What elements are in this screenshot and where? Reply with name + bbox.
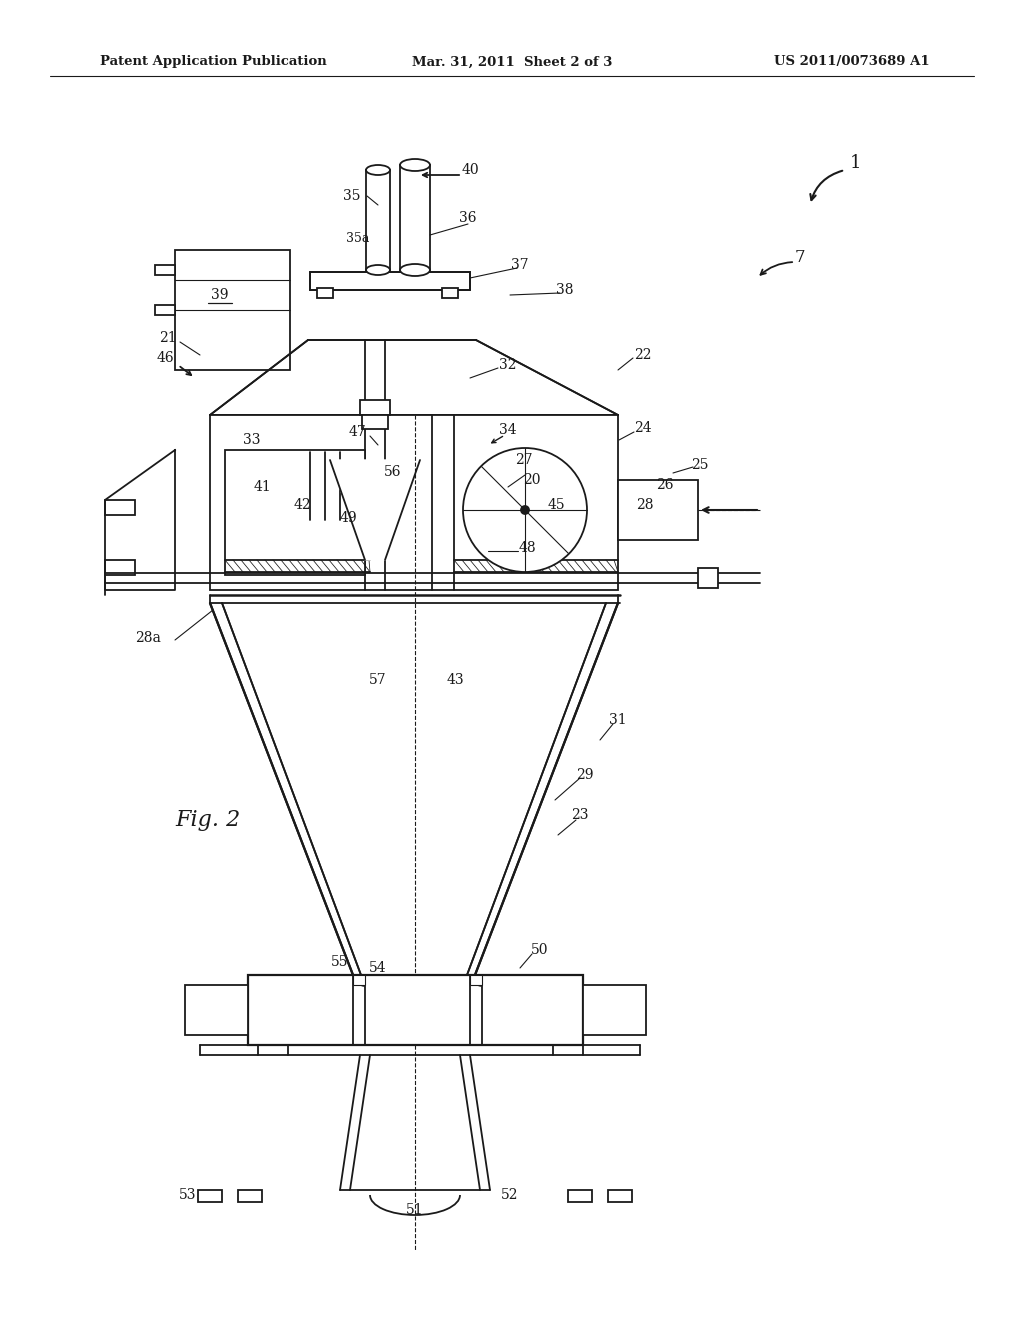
Bar	[185, 985, 248, 1035]
Text: 42: 42	[293, 498, 311, 512]
Text: 43: 43	[446, 673, 464, 686]
Ellipse shape	[400, 264, 430, 276]
Bar	[698, 568, 718, 587]
Text: 56: 56	[384, 465, 401, 479]
Bar	[198, 1191, 222, 1203]
Text: 21: 21	[159, 331, 177, 345]
Text: 40: 40	[461, 162, 479, 177]
Text: 24: 24	[634, 421, 652, 436]
Bar	[105, 560, 135, 576]
Ellipse shape	[366, 165, 390, 176]
Bar	[238, 1191, 262, 1203]
Ellipse shape	[366, 265, 390, 275]
Bar	[470, 975, 482, 985]
Bar	[225, 450, 365, 576]
Bar	[568, 1191, 592, 1203]
Text: 1: 1	[849, 154, 861, 172]
Bar	[360, 400, 390, 414]
Text: 23: 23	[571, 808, 589, 822]
Text: 48: 48	[518, 541, 536, 554]
Text: 54: 54	[370, 961, 387, 975]
Bar	[155, 265, 175, 275]
Text: Mar. 31, 2011  Sheet 2 of 3: Mar. 31, 2011 Sheet 2 of 3	[412, 55, 612, 69]
Bar	[310, 272, 470, 290]
Text: 34: 34	[499, 422, 517, 437]
Text: US 2011/0073689 A1: US 2011/0073689 A1	[774, 55, 930, 69]
Text: 37: 37	[511, 257, 528, 272]
Text: 50: 50	[531, 942, 549, 957]
Text: Fig. 2: Fig. 2	[175, 809, 241, 832]
Text: 26: 26	[656, 478, 674, 492]
Bar	[353, 975, 365, 985]
Text: 25: 25	[691, 458, 709, 473]
Text: 53: 53	[179, 1188, 197, 1203]
Text: 38: 38	[556, 282, 573, 297]
Bar	[583, 985, 646, 1035]
Text: 51: 51	[407, 1203, 424, 1217]
Text: 35: 35	[343, 189, 360, 203]
Text: 31: 31	[609, 713, 627, 727]
Bar	[105, 500, 135, 515]
Bar	[317, 288, 333, 298]
Text: 36: 36	[459, 211, 477, 224]
Text: 33: 33	[244, 433, 261, 447]
Text: 46: 46	[157, 351, 174, 366]
Text: 39: 39	[211, 288, 228, 302]
Text: 47: 47	[348, 425, 366, 440]
Bar	[362, 414, 388, 429]
Text: 28a: 28a	[135, 631, 161, 645]
Bar	[210, 414, 618, 590]
Text: 45: 45	[547, 498, 565, 512]
Text: 32: 32	[500, 358, 517, 372]
Text: 29: 29	[577, 768, 594, 781]
Bar	[175, 249, 290, 370]
Circle shape	[521, 506, 529, 513]
Text: 35a: 35a	[346, 231, 370, 244]
Polygon shape	[330, 459, 420, 560]
Text: 22: 22	[634, 348, 651, 362]
Bar	[248, 975, 583, 1045]
Polygon shape	[210, 341, 618, 414]
Text: Patent Application Publication: Patent Application Publication	[100, 55, 327, 69]
Bar	[155, 305, 175, 315]
Bar	[366, 170, 390, 271]
Bar	[400, 165, 430, 271]
Text: 52: 52	[502, 1188, 519, 1203]
Ellipse shape	[400, 158, 430, 172]
Text: 28: 28	[636, 498, 653, 512]
Text: 7: 7	[795, 248, 805, 265]
Text: 55: 55	[331, 954, 349, 969]
Text: 41: 41	[253, 480, 271, 494]
Text: 20: 20	[523, 473, 541, 487]
Polygon shape	[210, 603, 618, 975]
Text: 57: 57	[370, 673, 387, 686]
Bar	[608, 1191, 632, 1203]
Text: 49: 49	[339, 511, 356, 525]
Bar	[618, 480, 698, 540]
Text: 27: 27	[515, 453, 532, 467]
Bar	[442, 288, 458, 298]
Polygon shape	[105, 450, 175, 590]
Circle shape	[463, 447, 587, 572]
